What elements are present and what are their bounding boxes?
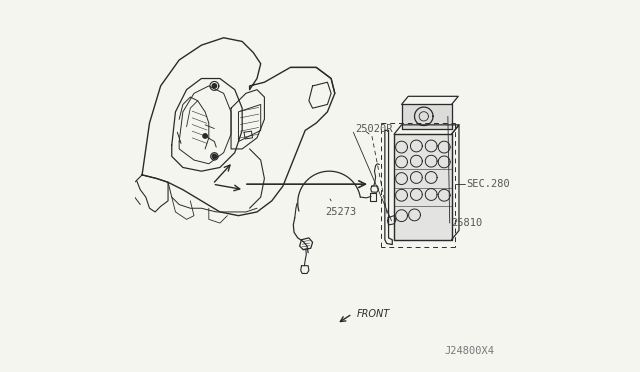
Polygon shape <box>394 134 452 240</box>
Polygon shape <box>212 154 216 158</box>
Polygon shape <box>401 105 452 129</box>
Text: FRONT: FRONT <box>356 309 390 319</box>
Polygon shape <box>203 134 207 138</box>
Polygon shape <box>212 84 216 88</box>
Text: 25810: 25810 <box>452 218 483 228</box>
Text: 25273: 25273 <box>324 207 356 217</box>
Text: J24800X4: J24800X4 <box>444 346 494 356</box>
Text: 25020R: 25020R <box>355 124 393 134</box>
Text: SEC.280: SEC.280 <box>467 179 510 189</box>
